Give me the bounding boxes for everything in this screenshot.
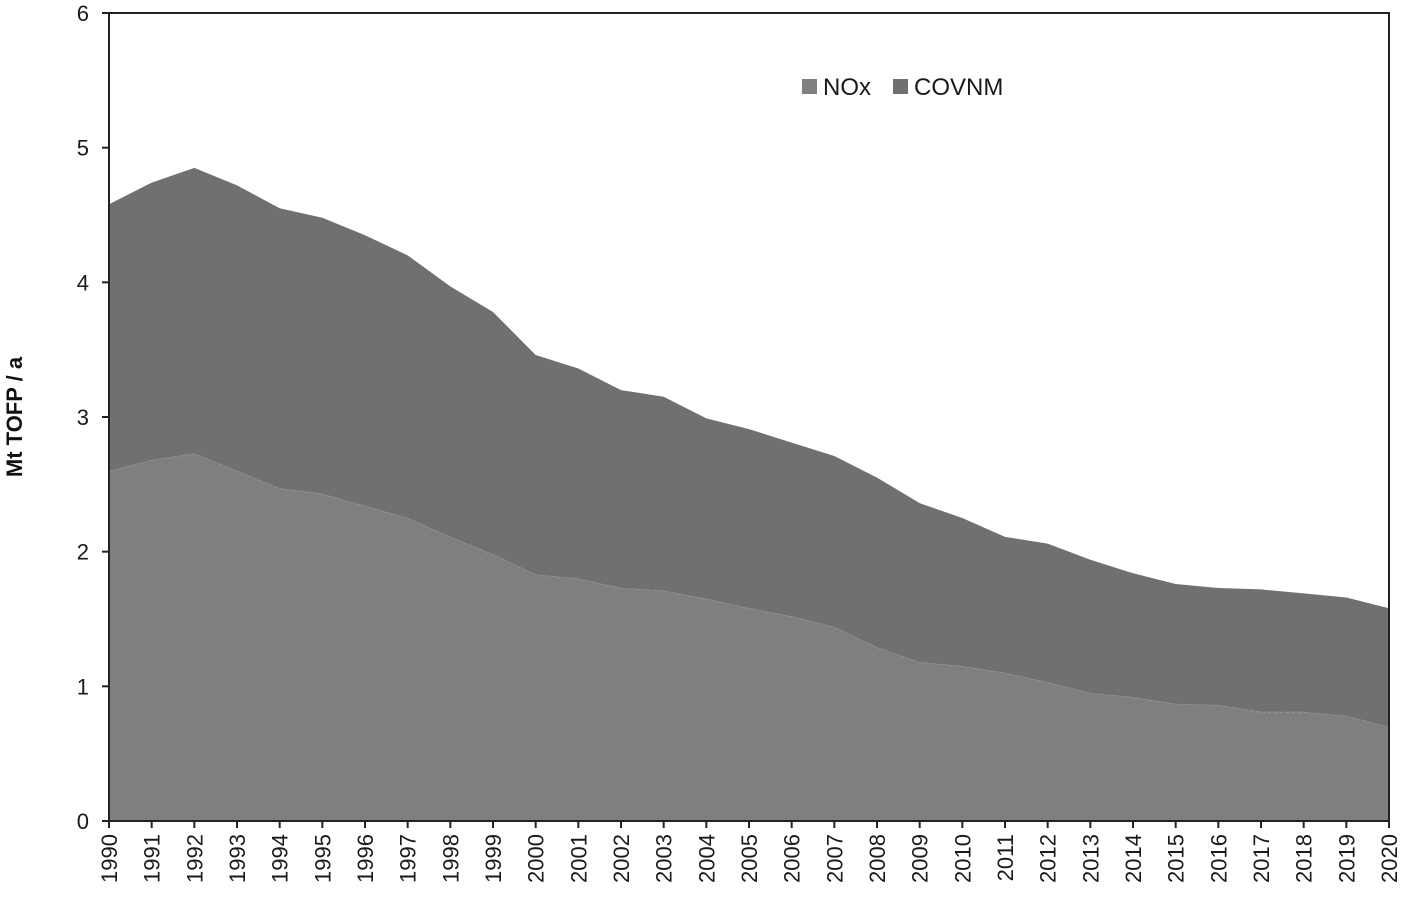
x-tick-label: 2004 xyxy=(694,834,719,883)
x-tick-label: 2008 xyxy=(865,834,890,883)
x-tick-label: 2019 xyxy=(1334,834,1359,883)
x-tick-label: 1992 xyxy=(182,834,207,883)
y-tick-label: 2 xyxy=(77,540,89,565)
x-tick-label: 1999 xyxy=(481,834,506,883)
x-tick-label: 1991 xyxy=(140,834,165,883)
y-tick-label: 4 xyxy=(77,270,89,295)
y-axis: 0 1 2 3 4 5 6 xyxy=(77,1,109,834)
x-tick-label: 2009 xyxy=(908,834,933,883)
legend: NOx COVNM xyxy=(802,74,1003,101)
x-tick-label: 2000 xyxy=(524,834,549,883)
x-tick-label: 1998 xyxy=(438,834,463,883)
y-tick-label: 1 xyxy=(77,674,89,699)
series-boundary-line xyxy=(108,452,1390,728)
area-nox xyxy=(109,453,1389,821)
x-axis: 1990 1991 1992 1993 1994 1995 1996 1997 1998 1999… xyxy=(97,821,1402,883)
x-tick-label: 1997 xyxy=(396,834,421,883)
x-tick-label: 2016 xyxy=(1206,834,1231,883)
x-tick-label: 2002 xyxy=(609,834,634,883)
x-tick-label: 1990 xyxy=(97,834,122,883)
x-tick-label: 2007 xyxy=(822,834,847,883)
x-tick-label: 2017 xyxy=(1249,834,1274,883)
chart-areas xyxy=(108,167,1390,821)
x-tick-label: 2015 xyxy=(1164,834,1189,883)
x-tick-label: 2003 xyxy=(652,834,677,883)
x-tick-label: 1994 xyxy=(268,834,293,883)
legend-label-covnm: COVNM xyxy=(914,74,1003,101)
y-tick-label: 6 xyxy=(77,1,89,26)
y-tick-label: 5 xyxy=(77,136,89,161)
legend-label-nox: NOx xyxy=(823,74,871,101)
x-tick-label: 2001 xyxy=(566,834,591,883)
x-tick-label: 1996 xyxy=(353,834,378,883)
x-tick-label: 2020 xyxy=(1377,834,1402,883)
x-tick-label: 2012 xyxy=(1036,834,1061,883)
legend-swatch-nox xyxy=(802,79,817,94)
x-tick-label: 2014 xyxy=(1121,834,1146,883)
y-axis-title: Mt TOFP / a xyxy=(2,356,27,477)
x-tick-label: 2005 xyxy=(737,834,762,883)
x-tick-label: 2013 xyxy=(1078,834,1103,883)
x-tick-label: 2006 xyxy=(780,834,805,883)
x-tick-label: 2018 xyxy=(1292,834,1317,883)
legend-swatch-covnm xyxy=(893,79,908,94)
y-tick-label: 0 xyxy=(77,809,89,834)
x-tick-label: 1993 xyxy=(225,834,250,883)
y-tick-label: 3 xyxy=(77,405,89,430)
x-tick-label: 2010 xyxy=(950,834,975,883)
area-covnm xyxy=(109,167,1389,727)
x-tick-label: 2011 xyxy=(993,834,1018,881)
x-tick-label: 1995 xyxy=(310,834,335,883)
